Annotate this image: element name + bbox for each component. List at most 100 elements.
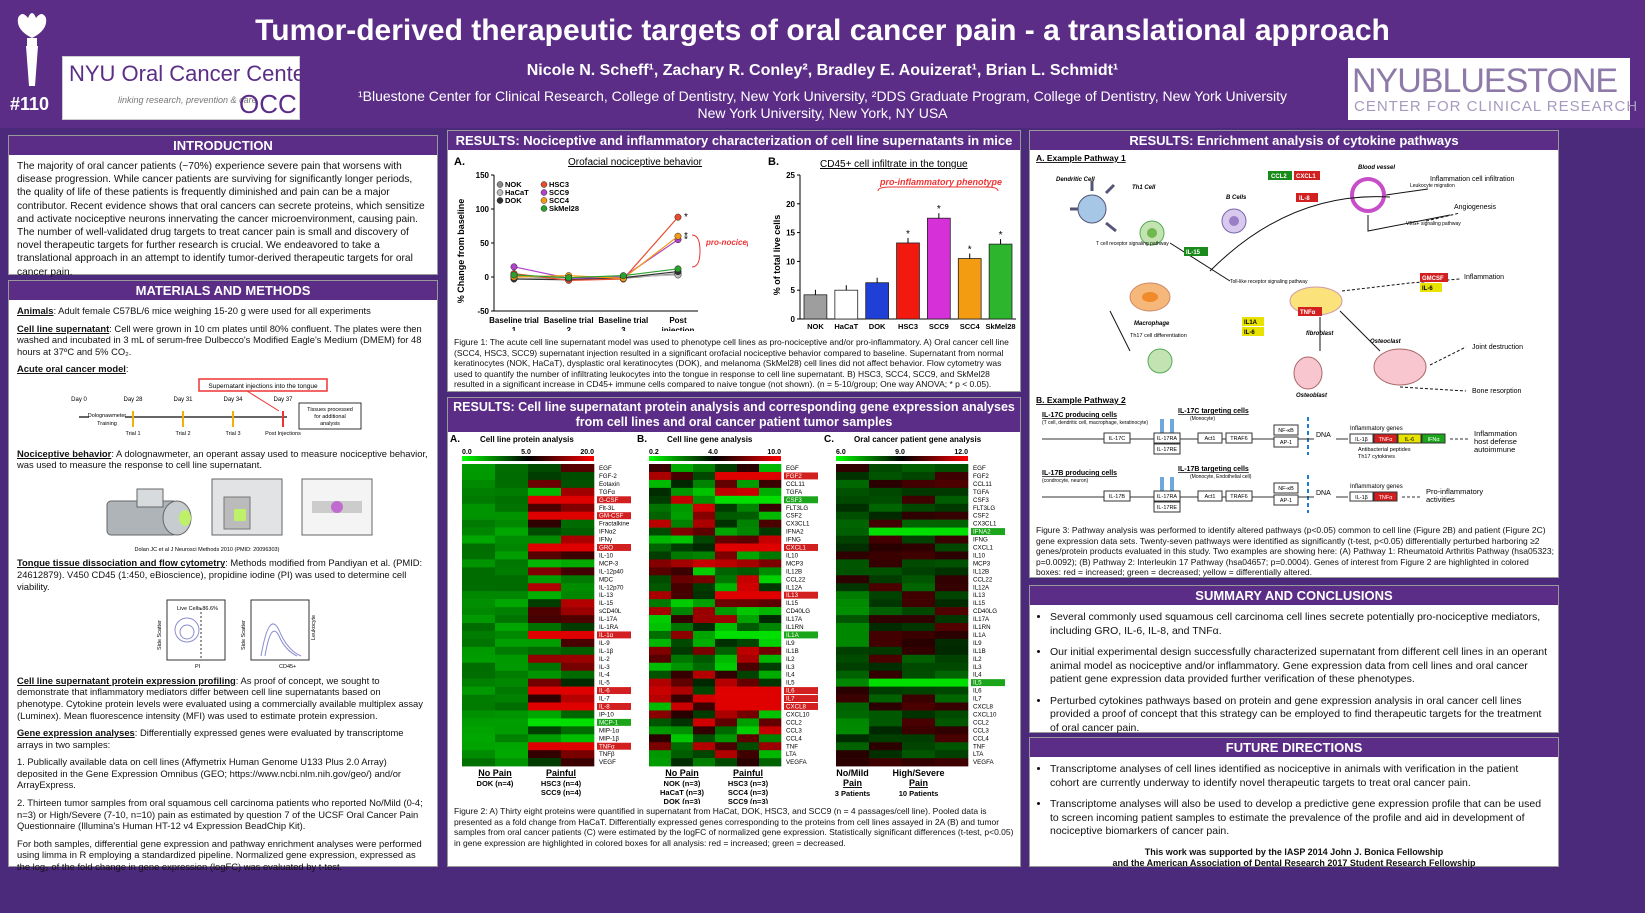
heatmap-cell xyxy=(759,583,782,592)
legend-marker xyxy=(496,181,504,188)
gene-label: FGF-2 xyxy=(599,473,617,480)
heatmap-cell xyxy=(561,702,595,711)
heatmap-cell xyxy=(836,670,870,679)
heatmap-cell xyxy=(836,471,870,481)
macrophage-icon xyxy=(1129,282,1171,312)
heatmap-cell xyxy=(528,503,562,512)
heatmap-cell xyxy=(737,487,760,497)
nyu-bluestone-logo: NYUBLUESTONE CENTER FOR CLINICAL RESEARC… xyxy=(1348,58,1637,120)
svg-text:Bone resorption: Bone resorption xyxy=(1472,388,1522,395)
gene-label: IL13 xyxy=(973,592,986,599)
producing-cells-sub: (T cell, dendritic cell, macrophage, ker… xyxy=(1042,420,1148,426)
heatmap-cell xyxy=(836,623,870,632)
group-sublabel: 3 Patients xyxy=(835,789,870,798)
heatmap-cell xyxy=(462,575,496,584)
heatmap-cell xyxy=(737,551,760,560)
heatmap-cell xyxy=(935,607,969,616)
heatmap-cell xyxy=(462,471,496,481)
heatmap-cell xyxy=(693,464,716,473)
svg-text:IL-6: IL-6 xyxy=(1422,286,1433,292)
heatmap-cell xyxy=(693,615,716,624)
heatmap-cell xyxy=(759,551,782,560)
heatmap-cell xyxy=(649,630,672,640)
heatmap-cell xyxy=(869,575,903,584)
heatmap-cell xyxy=(561,559,595,568)
heatmap-cell xyxy=(495,750,529,759)
heatmap-cell xyxy=(869,559,903,568)
heatmap-cell xyxy=(649,519,672,528)
heatmap-cell xyxy=(671,535,694,544)
heatmap-cell xyxy=(935,559,969,568)
gene-label: IL7 xyxy=(973,696,982,703)
svg-text:Side Scatter: Side Scatter xyxy=(157,620,163,650)
svg-text:Joint destruction: Joint destruction xyxy=(1472,344,1523,351)
act1-box-label: Act1 xyxy=(1204,436,1215,442)
heatmap-cell xyxy=(528,694,562,703)
heatmap-cell xyxy=(561,654,595,664)
gene-label: CCL11 xyxy=(973,481,992,488)
heatmap-cell xyxy=(869,519,903,528)
heatmap-cell xyxy=(693,710,716,719)
heatmap-cell xyxy=(902,646,936,656)
heatmap-cell xyxy=(935,638,969,648)
gene-label: LTA xyxy=(786,751,797,758)
group-label: Pain xyxy=(843,778,862,788)
heatmap-cell xyxy=(495,607,529,616)
act1-box xyxy=(1197,432,1223,444)
heatmap-cell xyxy=(693,638,716,648)
heatmap-cell xyxy=(495,599,529,608)
heatmap-cell xyxy=(737,718,760,727)
heatmap-cell xyxy=(715,702,738,711)
heatmap-cell xyxy=(759,471,782,481)
gene-label: IL4 xyxy=(786,672,795,679)
heatmap-cell xyxy=(935,623,969,632)
heatmap-cell xyxy=(528,559,562,568)
gene-label: CSF2 xyxy=(786,513,802,520)
gene-label: IFNα2 xyxy=(599,529,617,536)
heatmap-cell xyxy=(462,662,496,671)
heatmap-cell xyxy=(869,591,903,600)
group-label: High/Severe xyxy=(892,768,944,778)
heatmap-cell xyxy=(561,495,595,505)
heatmap-cell xyxy=(462,487,496,497)
gene-label: CCL3 xyxy=(973,727,989,734)
heatmap-cell xyxy=(649,758,672,767)
heatmap-cell xyxy=(671,638,694,648)
gene-label: IL12A xyxy=(973,584,990,591)
heatmap-cell xyxy=(671,734,694,743)
heatmap-cell xyxy=(528,623,562,632)
x-tick-label: injection xyxy=(662,326,695,331)
target-cells-sub: (Monocyte, Endothelial cell) xyxy=(1190,474,1252,480)
heatmap-cell xyxy=(869,678,903,687)
heatmap-cell xyxy=(671,678,694,687)
svg-text:IL-6: IL-6 xyxy=(1244,330,1255,336)
heatmap-cell xyxy=(495,758,529,767)
gene-label: TNFα xyxy=(599,743,615,750)
heatmap-cell xyxy=(869,464,903,473)
summary-item: Perturbed cytokines pathways based on pr… xyxy=(1050,695,1550,736)
heatmap-cell xyxy=(495,487,529,497)
svg-text:A. Example Pathway 1: A. Example Pathway 1 xyxy=(1036,153,1126,163)
heatmap-cell xyxy=(528,758,562,767)
gene-label: IL17A xyxy=(786,616,803,623)
heatmap-cell xyxy=(869,638,903,648)
x-tick-label: Baseline trial xyxy=(544,316,594,325)
heatmap-cell xyxy=(737,527,760,536)
gene-label: IL17A xyxy=(973,616,990,623)
heatmap-panel-label: C. xyxy=(824,434,834,445)
heatmap-cell xyxy=(528,471,562,481)
svg-text:Th17 cell differentiation: Th17 cell differentiation xyxy=(1130,333,1187,339)
heatmap-cell xyxy=(649,615,672,624)
bar-nok xyxy=(803,294,828,320)
gene-tag xyxy=(1397,433,1422,444)
heatmap-cell xyxy=(737,495,760,505)
svg-text:IL-8: IL-8 xyxy=(1299,196,1310,202)
summary-panel: SUMMARY AND CONCLUSIONS Several commonly… xyxy=(1029,585,1559,736)
heatmap-cell xyxy=(528,567,562,576)
gene-label: VEGFA xyxy=(973,759,995,766)
heatmap-cell xyxy=(902,543,936,552)
funding: This work was supported by the IASP 2014… xyxy=(1112,846,1476,868)
heatmap-cell xyxy=(649,471,672,481)
heatmap-cell xyxy=(693,702,716,711)
scale-label: 9.0 xyxy=(895,449,905,456)
